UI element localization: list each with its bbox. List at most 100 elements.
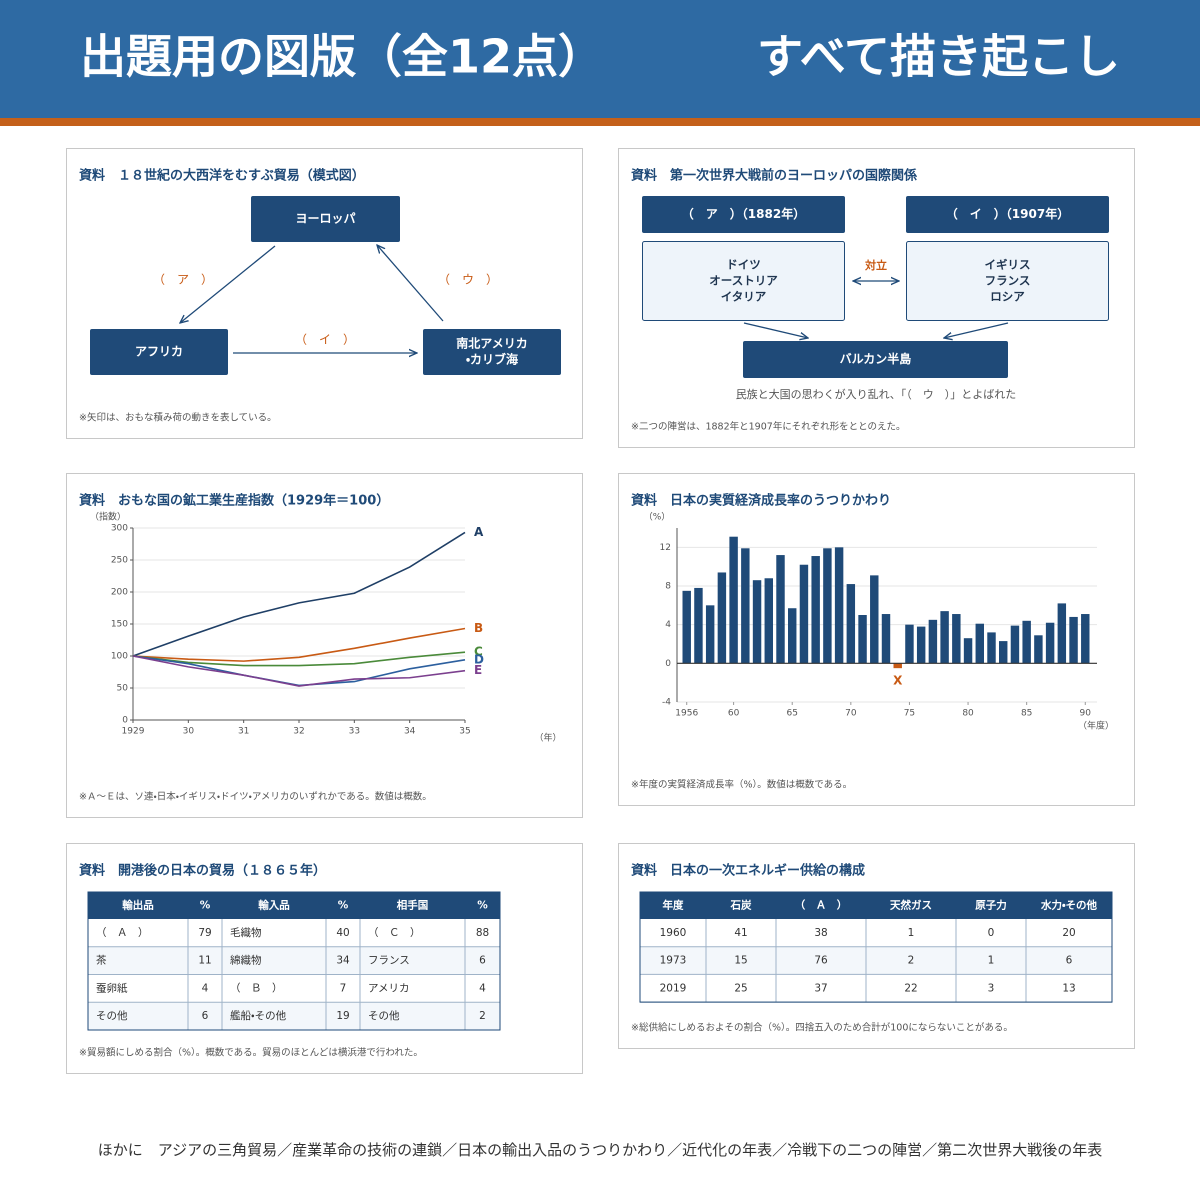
member: ロシア: [990, 290, 1025, 304]
header-stripe: [0, 118, 1200, 126]
arrow-label: （ イ ）: [295, 333, 355, 347]
bar: [764, 578, 773, 664]
table-cell: 毛織物: [230, 926, 262, 939]
arrow: [743, 322, 808, 338]
x-axis-label: （年）: [534, 732, 561, 744]
bar: [975, 623, 984, 664]
table-cell: 13: [1062, 982, 1075, 994]
table-cell: 6: [1066, 955, 1073, 967]
table-header: %: [477, 900, 488, 912]
note: ※貿易額にしめる割合（%）。概数である。貿易のほとんどは横浜港で行われた。: [79, 1047, 423, 1059]
table-row-bg: [640, 946, 1112, 975]
table-cell: 4: [202, 982, 209, 994]
node-label: ヨーロッパ: [295, 212, 355, 226]
y-tick-label: 0: [665, 659, 671, 669]
x-tick-label: 1929: [122, 727, 145, 737]
table-header-bg: [640, 892, 1112, 919]
note: ※矢印は、おもな積み荷の動きを表している。: [79, 412, 277, 424]
bar: [811, 556, 820, 664]
bar: [834, 547, 844, 664]
table-cell: 6: [202, 1010, 209, 1022]
table-cell: 1: [988, 955, 995, 967]
table-cell: （ Ａ ）: [96, 927, 149, 939]
table-frame: [639, 891, 1113, 1003]
table-cell: 1973: [660, 955, 687, 967]
bar: [1022, 620, 1031, 664]
table-cell: 茶: [96, 954, 107, 967]
x-tick-label: 65: [786, 709, 797, 719]
table-cell: 22: [904, 982, 917, 994]
bar: [893, 663, 902, 669]
target-label: バルカン半島: [840, 351, 912, 366]
panel: [66, 148, 583, 439]
y-tick-label: 50: [117, 684, 129, 694]
table-row-bg: [88, 946, 500, 975]
note: ※総供給にしめるおよその割合（%）。四捨五入のため合計が100にならないことがあ…: [631, 1022, 1013, 1034]
node-label: アフリカ: [135, 345, 183, 359]
caption: 民族と大国の思わくが入り乱れ、「（ ウ ）」とよばれた: [736, 387, 1017, 401]
table-header: 天然ガス: [890, 899, 932, 912]
node-box: [423, 329, 561, 375]
table-row-bg: [88, 919, 500, 947]
table-cell: （ Ｃ ）: [368, 927, 421, 939]
group-box: [906, 241, 1109, 321]
table-cell: 2019: [660, 982, 687, 994]
table-cell: 3: [988, 982, 995, 994]
bar: [987, 632, 996, 664]
line-series: [132, 627, 466, 662]
series-label: A: [474, 525, 484, 539]
y-tick-label: 0: [122, 716, 128, 726]
y-tick-label: -4: [662, 698, 671, 708]
table-header: 原子力: [975, 899, 1007, 912]
note: ※年度の実質経済成長率（%）。数値は概数である。: [631, 779, 852, 791]
y-tick-label: 12: [660, 543, 671, 553]
bar: [705, 605, 715, 664]
y-tick-label: 200: [111, 588, 128, 598]
x-tick-label: 31: [238, 727, 249, 737]
bar: [1057, 603, 1067, 664]
node-label: ・カリブ海: [466, 352, 518, 367]
bar: [940, 611, 949, 664]
table-header: 石炭: [730, 899, 752, 912]
header-band: [0, 0, 1200, 118]
table-cell: 6: [479, 955, 486, 967]
table-cell: 4: [479, 982, 486, 994]
group-box: [642, 241, 845, 321]
node-label: 南北アメリカ: [456, 336, 527, 351]
table-cell: 15: [734, 955, 747, 967]
table-cell: その他: [368, 1009, 400, 1022]
bar: [752, 580, 762, 664]
arrow-label: （ ウ ）: [438, 273, 498, 287]
y-tick-label: 250: [111, 556, 128, 566]
series-label: B: [474, 621, 483, 635]
bar: [999, 641, 1008, 664]
group-header: [906, 196, 1109, 233]
table-cell: アメリカ: [368, 982, 409, 994]
series-label: D: [474, 652, 484, 666]
table-header: 年度: [663, 899, 684, 912]
x-tick-label: 1956: [675, 709, 698, 719]
table-header: %: [338, 900, 349, 912]
bar: [846, 584, 856, 664]
line-series: [132, 531, 466, 657]
footer: ほかに アジアの三角貿易／産業革命の技術の連鎖／日本の輸出入品のうつりかわり／近…: [98, 1141, 1102, 1159]
panel-title: 資料 開港後の日本の貿易（１８６５年）: [79, 863, 326, 879]
table-cell: 0: [988, 927, 995, 939]
bar: [916, 626, 926, 664]
table-cell: 37: [814, 982, 827, 994]
note: ※Ａ～Ｅは、ソ連・日本・イギリス・ドイツ・アメリカのいずれかである。数値は概数。: [79, 791, 432, 803]
panel-title: 資料 おもな国の鉱工業生産指数（1929年＝100）: [79, 493, 389, 509]
bar: [858, 615, 867, 664]
table-row-bg: [640, 919, 1112, 947]
table-row-bg: [640, 974, 1112, 1003]
x-tick-label: 33: [349, 727, 360, 737]
note: ※二つの陣営は、1882年と1907年にそれぞれ形をととのえた。: [631, 421, 906, 433]
table-frame: [87, 891, 501, 1031]
bar: [881, 614, 891, 664]
bar: [694, 587, 703, 664]
bar: [717, 572, 727, 664]
table-cell: 38: [814, 927, 827, 939]
member: イタリア: [721, 290, 767, 304]
node-box: [251, 196, 400, 242]
table-header: 相手国: [397, 899, 429, 912]
